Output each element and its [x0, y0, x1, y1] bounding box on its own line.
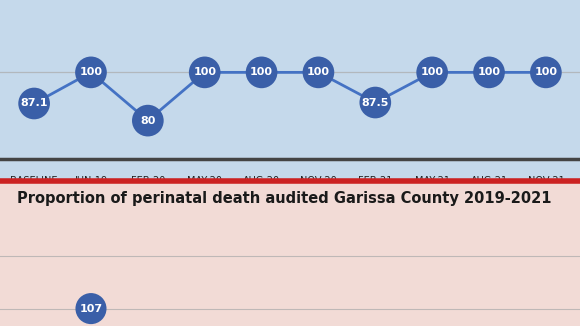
Point — [86, 306, 96, 311]
Text: FEB-20: FEB-20 — [130, 176, 165, 186]
Point — [484, 70, 494, 75]
Text: AUG-20: AUG-20 — [243, 176, 280, 186]
Text: Proportion of perinatal death audited Garissa County 2019-2021: Proportion of perinatal death audited Ga… — [17, 191, 552, 206]
Text: MAY-20: MAY-20 — [187, 176, 222, 186]
Point — [314, 70, 323, 75]
Point — [143, 118, 153, 123]
Text: BASELINE
2018: BASELINE 2018 — [10, 176, 58, 198]
Point — [86, 70, 96, 75]
Text: 87.1: 87.1 — [20, 98, 48, 109]
Text: 80: 80 — [140, 116, 155, 126]
Text: FEB-21: FEB-21 — [358, 176, 393, 186]
Text: JUN-19: JUN-19 — [74, 176, 107, 186]
Text: 100: 100 — [250, 67, 273, 77]
Point — [427, 70, 437, 75]
Point — [541, 70, 550, 75]
Text: AUG-21: AUG-21 — [470, 176, 508, 186]
Point — [257, 70, 266, 75]
Text: NOV-21: NOV-21 — [527, 176, 564, 186]
Text: 100: 100 — [477, 67, 501, 77]
Text: 100: 100 — [307, 67, 330, 77]
Point — [371, 100, 380, 105]
Point — [30, 101, 39, 106]
Text: 100: 100 — [79, 67, 103, 77]
Text: 107: 107 — [79, 304, 103, 314]
Text: 100: 100 — [534, 67, 557, 77]
Text: 100: 100 — [193, 67, 216, 77]
Text: MAY-21: MAY-21 — [415, 176, 450, 186]
Text: 100: 100 — [420, 67, 444, 77]
Text: 87.5: 87.5 — [361, 97, 389, 108]
Text: NOV-20: NOV-20 — [300, 176, 337, 186]
Point — [200, 70, 209, 75]
